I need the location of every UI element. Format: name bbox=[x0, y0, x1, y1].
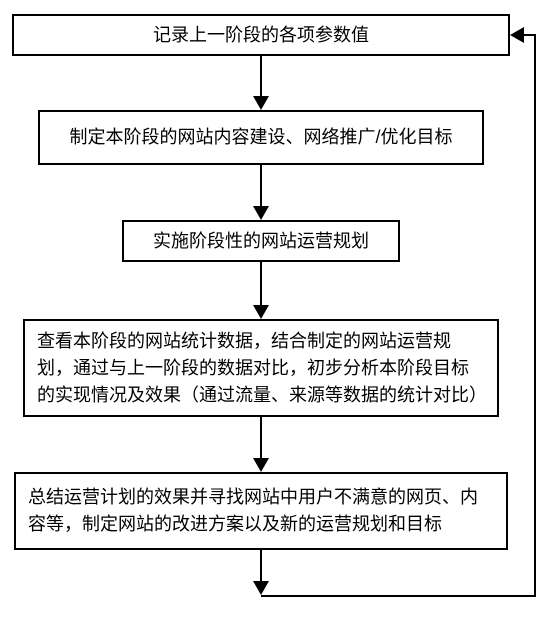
arrow-head bbox=[510, 27, 524, 43]
arrow-line bbox=[260, 56, 262, 96]
feedback-line bbox=[524, 34, 536, 36]
arrow-head bbox=[253, 206, 269, 220]
node-label: 实施阶段性的网站运营规划 bbox=[153, 228, 369, 255]
feedback-line bbox=[260, 550, 262, 581]
arrow-line bbox=[260, 262, 262, 305]
flowchart-node: 制定本阶段的网站内容建设、网络推广/优化目标 bbox=[38, 110, 484, 165]
node-label: 总结运营计划的效果并寻找网站中用户不满意的网页、内容等，制定网站的改进方案以及新… bbox=[28, 484, 494, 538]
arrow-line bbox=[260, 165, 262, 206]
flowchart-node: 查看本阶段的网站统计数据，结合制定的网站运营规划，通过与上一阶段的数据对比，初步… bbox=[23, 319, 499, 417]
arrow-line bbox=[260, 417, 262, 458]
flowchart-node: 记录上一阶段的各项参数值 bbox=[12, 14, 510, 56]
feedback-line bbox=[261, 595, 536, 597]
arrow-head bbox=[253, 305, 269, 319]
node-label: 制定本阶段的网站内容建设、网络推广/优化目标 bbox=[70, 124, 453, 151]
flowchart-container: 记录上一阶段的各项参数值 制定本阶段的网站内容建设、网络推广/优化目标 实施阶段… bbox=[0, 0, 554, 623]
arrow-head bbox=[253, 581, 269, 595]
arrow-head bbox=[253, 458, 269, 472]
node-label: 查看本阶段的网站统计数据，结合制定的网站运营规划，通过与上一阶段的数据对比，初步… bbox=[37, 328, 485, 409]
flowchart-node: 实施阶段性的网站运营规划 bbox=[122, 220, 400, 262]
node-label: 记录上一阶段的各项参数值 bbox=[153, 22, 369, 49]
flowchart-node: 总结运营计划的效果并寻找网站中用户不满意的网页、内容等，制定网站的改进方案以及新… bbox=[14, 472, 508, 550]
arrow-head bbox=[253, 96, 269, 110]
feedback-line bbox=[534, 35, 536, 597]
